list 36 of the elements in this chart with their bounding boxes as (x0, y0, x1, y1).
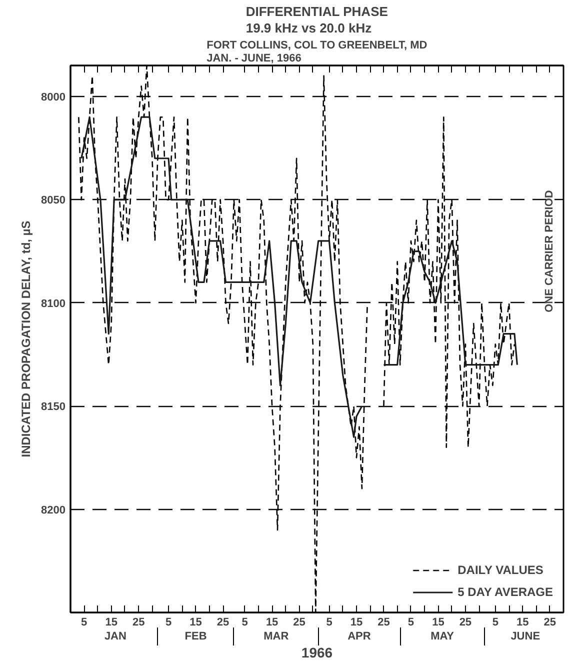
y-tick-label: 8050 (41, 194, 66, 207)
chart-subtitle: FORT COLLINS, COL TO GREENBELT, MD JAN. - JUNE, 1966 (206, 39, 428, 64)
legend-label: DAILY VALUES (458, 563, 544, 577)
x-tick-label: 5 (326, 616, 332, 628)
y-axis-title: INDICATED PROPAGATION DELAY, td, µS (19, 220, 34, 458)
x-axis-title: 1966 (301, 644, 333, 660)
chart-title: DIFFERENTIAL PHASE 19.9 kHz vs 20.0 kHz (246, 4, 388, 36)
text: MAR (264, 630, 289, 642)
annotation: ONE CARRIER PERIOD (544, 190, 556, 312)
x-tick-label: 15 (516, 616, 529, 628)
text: JAN (104, 630, 126, 642)
x-tick-label: 25 (216, 616, 230, 628)
x-tick-label: 15 (266, 616, 278, 628)
x-tick-label: 5 (242, 616, 248, 628)
x-tick-label: 25 (544, 616, 556, 628)
x-tick-label: 5 (492, 616, 498, 628)
x-tick-label: 5 (165, 616, 172, 628)
x-tick-label: 5 (81, 616, 88, 628)
y-tick-label: 8150 (41, 401, 66, 414)
text: MAY (430, 630, 455, 642)
text: FEB (184, 630, 207, 642)
text: JUNE (510, 630, 540, 642)
y-tick-label: 8200 (41, 504, 66, 516)
x-tick-label: 15 (190, 616, 202, 628)
y-tick-label: 8100 (41, 298, 66, 310)
x-tick-label: 25 (378, 616, 390, 628)
x-tick-label: 25 (132, 616, 145, 628)
y-tick-label: 8000 (41, 91, 66, 104)
x-tick-label: 15 (350, 616, 363, 628)
x-tick-label: 15 (432, 616, 444, 628)
x-tick-label: 15 (105, 616, 118, 628)
x-tick-label: 25 (459, 616, 472, 628)
x-tick-label: 25 (293, 616, 306, 628)
legend-label: 5 DAY AVERAGE (458, 585, 553, 599)
text: APR (348, 630, 371, 642)
x-tick-label: 5 (408, 616, 414, 628)
